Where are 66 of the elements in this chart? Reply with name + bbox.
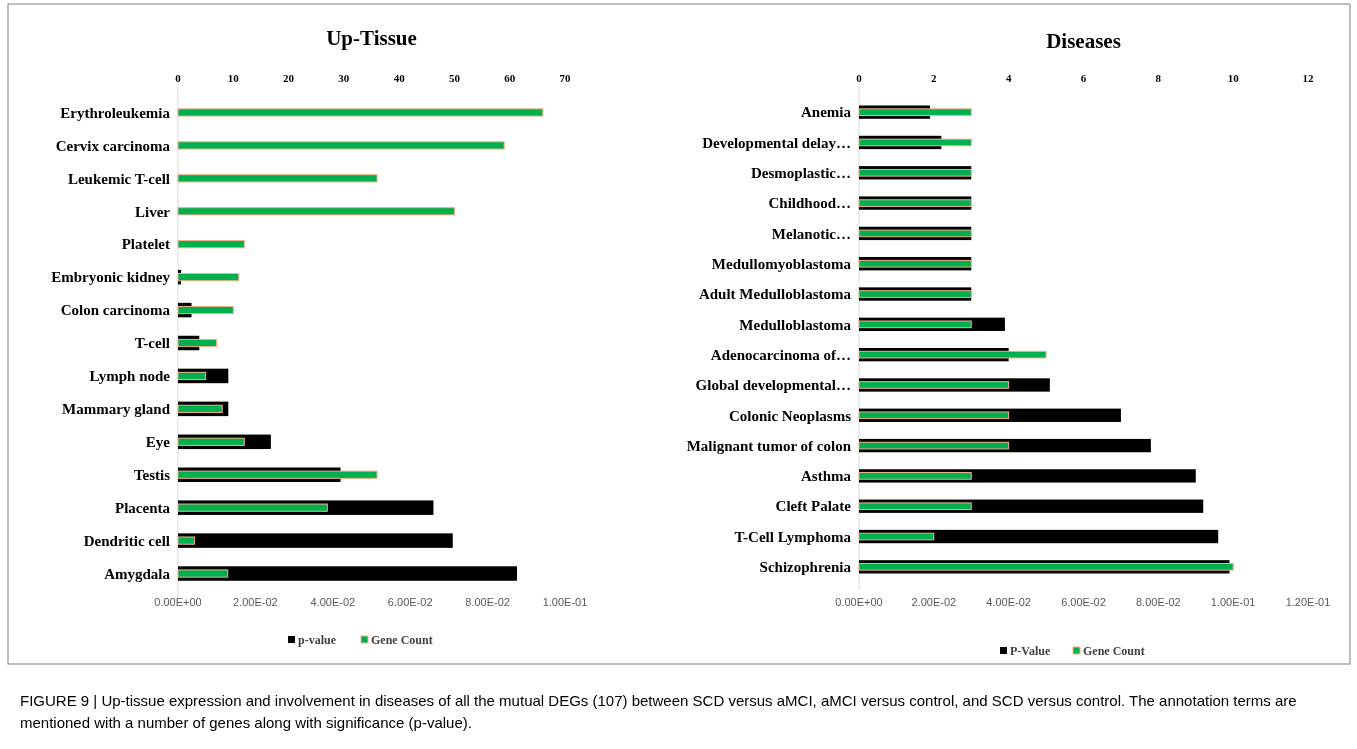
y-tick-label: Placenta <box>115 499 171 516</box>
y-tick-label: Amygdala <box>104 565 171 582</box>
x-tick-label: 6.00E-02 <box>387 596 433 608</box>
y-tick-label: Colon carcinoma <box>60 302 171 319</box>
x-tick-label: 2.00E-02 <box>911 596 957 608</box>
y-tick-label: Melanotic… <box>771 225 851 242</box>
chart-title: Up-Tissue <box>326 26 417 50</box>
y-tick-label: Global developmental… <box>695 377 851 394</box>
y-tick-label: Erythroleukemia <box>60 104 171 121</box>
x2-tick-label: 10 <box>227 72 240 84</box>
x-tick-label: 8.00E-02 <box>465 596 510 608</box>
y-tick-label: Liver <box>135 203 171 220</box>
y-tick-label: Desmoplastic… <box>751 165 851 182</box>
y-tick-label: Anemia <box>801 104 852 121</box>
x2-tick-label: 60 <box>504 72 516 84</box>
y-tick-label: Medulloblastoma <box>739 316 852 333</box>
y-tick-label: Cervix carcinoma <box>55 137 171 154</box>
x2-tick-label: 2 <box>931 72 938 84</box>
chart-title: Diseases <box>1046 29 1121 53</box>
legend-label: P-Value <box>1010 644 1051 658</box>
x2-tick-label: 6 <box>1080 72 1087 84</box>
x2-tick-label: 0 <box>856 72 863 84</box>
y-tick-label: Malignant tumor of colon <box>686 437 852 454</box>
x2-tick-label: 0 <box>175 72 182 84</box>
y-tick-label: Developmental delay… <box>702 134 851 151</box>
y-tick-label: Testis <box>133 466 171 483</box>
y-tick-label: Adult Medulloblastoma <box>698 286 852 303</box>
x2-tick-label: 12 <box>1302 72 1314 84</box>
x-tick-label: 4.00E-02 <box>310 596 356 608</box>
x2-tick-label: 10 <box>1227 72 1240 84</box>
y-tick-label: Eye <box>145 434 171 451</box>
y-tick-label: Schizophrenia <box>759 559 852 576</box>
y-tick-label: Asthma <box>800 468 852 485</box>
x-tick-label: 0.00E+00 <box>835 596 883 608</box>
y-tick-label: Platelet <box>121 236 170 253</box>
x2-tick-label: 4 <box>1005 72 1012 84</box>
x-tick-label: 1.00E-01 <box>1210 596 1256 608</box>
x-tick-label: 6.00E-02 <box>1061 596 1106 608</box>
y-tick-label: Dendritic cell <box>83 532 170 549</box>
x2-tick-label: 40 <box>393 72 406 84</box>
y-tick-label: Adenocarcinoma of… <box>710 346 851 363</box>
x-tick-label: 4.00E-02 <box>986 596 1031 608</box>
x2-tick-label: 50 <box>448 72 461 84</box>
x2-tick-label: 8 <box>1155 72 1162 84</box>
x-tick-label: 1.20E-01 <box>1285 596 1331 608</box>
y-tick-label: Cleft Palate <box>775 498 852 515</box>
y-tick-label: Colonic Neoplasms <box>728 407 852 424</box>
x-tick-label: 1.00E-01 <box>542 596 588 608</box>
y-tick-label: T-Cell Lymphoma <box>734 528 852 545</box>
legend-label: Gene Count <box>1083 644 1145 658</box>
caption: FIGURE 9 | Up-tissue expression and involvement in diseases of all the mutual DEGs (107) between SCD versus aMCI, aMCI versus control, and SCD versus control. The annotation terms are mentioned with a number of genes along with significance (p-value). <box>20 691 1298 733</box>
y-tick-label: Childhood… <box>768 195 851 212</box>
y-tick-label: Medullomyoblastoma <box>711 255 852 272</box>
legend-label: p-value <box>298 633 337 647</box>
legend-label: Gene Count <box>371 633 433 647</box>
y-tick-label: Embryonic kidney <box>51 269 171 286</box>
y-tick-label: Lymph node <box>89 368 171 385</box>
x-tick-label: 8.00E-02 <box>1136 596 1181 608</box>
y-tick-label: Mammary gland <box>62 401 171 418</box>
x-tick-label: 0.00E+00 <box>154 596 202 608</box>
y-tick-label: Leukemic T-cell <box>67 170 170 187</box>
y-tick-label: T-cell <box>134 335 170 352</box>
x-tick-label: 2.00E-02 <box>233 596 278 608</box>
x2-tick-label: 30 <box>338 72 350 84</box>
x2-tick-label: 70 <box>559 72 571 84</box>
x2-tick-label: 20 <box>283 72 295 84</box>
